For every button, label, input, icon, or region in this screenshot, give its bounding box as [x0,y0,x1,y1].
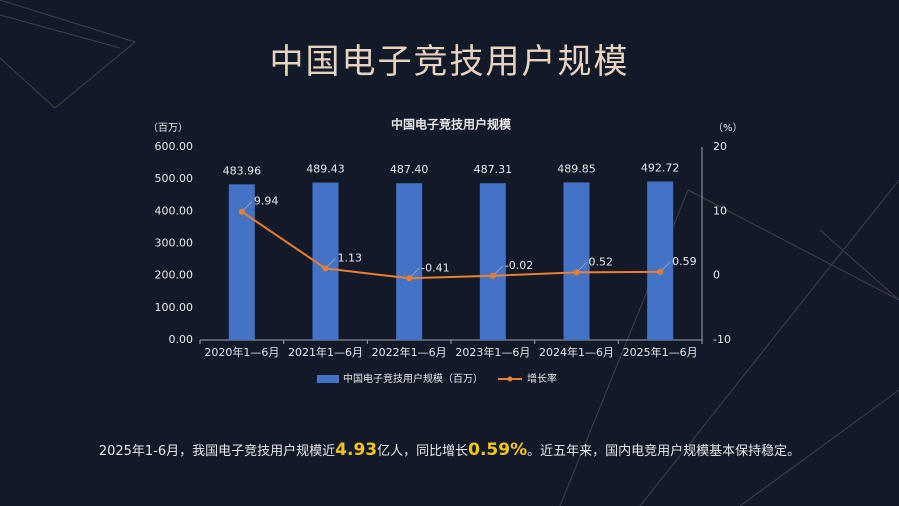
line-value-label: 0.52 [589,255,614,268]
growth-rate-point [573,269,580,276]
y2-tick-label: -10 [713,333,731,346]
summary-part-3: 。近五年来，国内电竞用户规模基本保持稳定。 [527,444,801,459]
x-tick-label: 2024年1—6月 [539,345,614,359]
line-label-leader [578,262,587,271]
x-tick-label: 2025年1—6月 [623,345,698,359]
y2-tick-label: 10 [713,204,727,217]
y-tick-label: 0.00 [169,333,194,346]
chart-title: 中国电子竞技用户规模 [391,117,512,132]
bar [479,183,506,340]
bar-value-label: 483.96 [223,164,262,177]
bar [647,181,674,340]
bar-value-label: 487.40 [390,163,429,176]
summary-highlight-users: 4.93 [335,440,378,460]
y-tick-label: 100.00 [155,301,194,314]
y-tick-label: 300.00 [155,237,194,250]
right-axis-unit: （%） [713,122,743,134]
bar-value-label: 489.43 [306,163,345,176]
growth-rate-point [238,208,245,215]
line-label-leader [327,258,336,267]
bar-value-label: 489.85 [557,162,596,175]
legend-swatch-line-marker [507,376,513,382]
bar [228,184,255,340]
bar [396,183,423,340]
legend-label-line: 增长率 [527,372,557,385]
x-tick-label: 2021年1—6月 [288,345,363,359]
y2-tick-label: 20 [713,140,727,153]
page-title: 中国电子竞技用户规模 [269,42,630,82]
x-tick-label: 2022年1—6月 [372,345,447,359]
chart: 中国电子竞技用户规模（百万） （%）0.00100.00200.00300.004… [148,117,743,386]
bar [312,182,339,340]
line-label-leader [243,201,253,210]
bar-value-label: 492.72 [641,162,680,175]
summary-part-2: 亿人，同比增长 [377,444,469,459]
legend-label-bar: 中国电子竞技用户规模（百万） [343,372,483,385]
line-label-leader [661,261,671,271]
line-value-label: -0.41 [421,261,449,274]
growth-rate-point [322,265,329,272]
growth-rate-point [657,268,664,275]
left-axis-unit: （百万） [148,122,188,134]
y-tick-label: 200.00 [155,269,194,282]
line-value-label: 1.13 [338,251,363,264]
y2-tick-label: 0 [713,269,720,282]
growth-rate-line [241,210,661,280]
line-label-leader [494,265,504,275]
line-value-label: 9.94 [254,195,278,208]
summary-part-1: 2025年1-6月，我国电子竞技用户规模近 [98,444,336,459]
summary-text: 2025年1-6月，我国电子竞技用户规模近4.93亿人，同比增长0.59%。近五… [0,440,899,460]
summary-highlight-growth: 0.59% [468,440,528,460]
line-value-label: -0.02 [505,259,533,272]
line-value-label: 0.59 [672,255,697,268]
y-tick-label: 500.00 [155,172,194,185]
growth-rate-point [489,272,496,279]
legend-swatch-bar [317,375,339,383]
y-tick-label: 400.00 [155,204,194,217]
x-tick-label: 2020年1—6月 [204,345,279,359]
x-tick-label: 2023年1—6月 [455,345,530,359]
bar [563,182,590,340]
growth-rate-point [406,275,413,282]
bar-value-label: 487.31 [474,163,513,176]
y-tick-label: 600.00 [155,140,194,153]
line-label-leader [410,268,420,277]
